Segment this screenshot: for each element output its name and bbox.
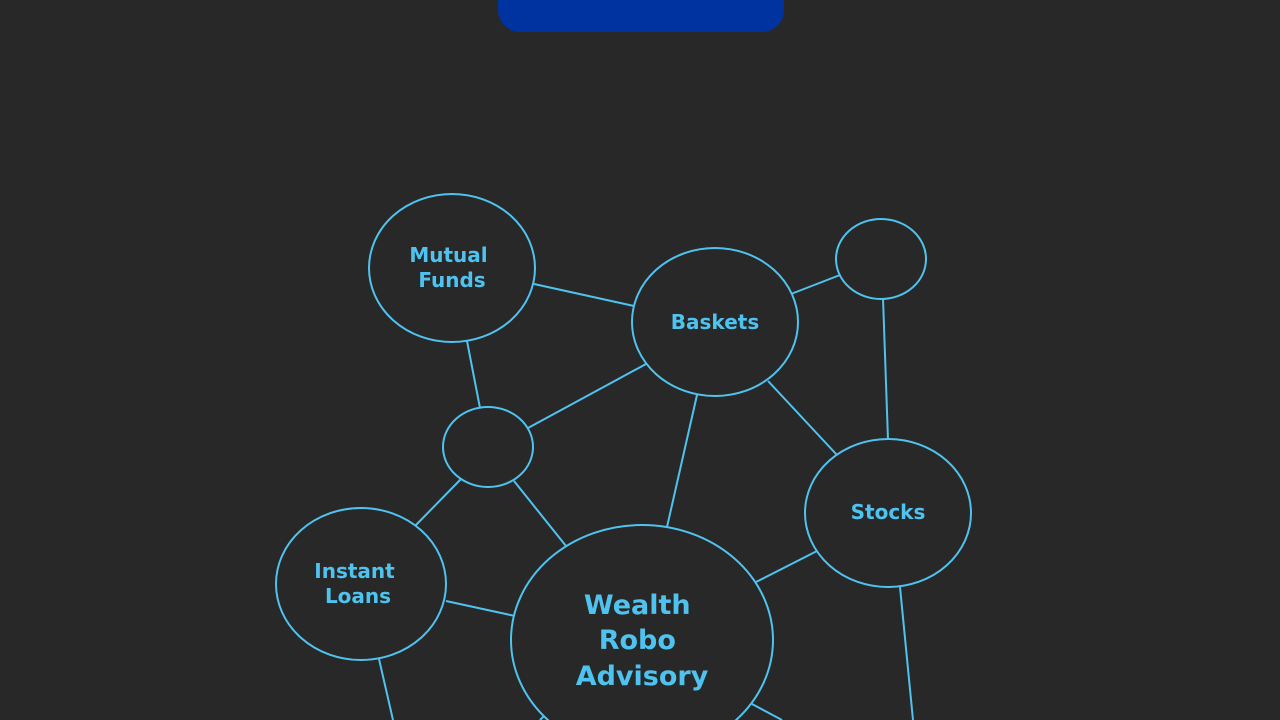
label-instant-loans-line-2: Loans (325, 584, 391, 608)
edge-wealth-down-right (751, 703, 783, 720)
node-middle-small[interactable] (442, 406, 534, 488)
labels: Mutual Funds Baskets Stocks Instant Loan… (314, 243, 925, 692)
label-baskets: Baskets (671, 310, 759, 334)
label-stocks: Stocks (851, 500, 926, 524)
top-tab[interactable] (498, 0, 784, 32)
edge-small-node-instant-loans (414, 478, 462, 527)
label-baskets-line-1: Baskets (671, 310, 759, 334)
label-instant-loans-line-1: Instant (314, 559, 395, 583)
label-wealth-line-1: Wealth (584, 590, 691, 621)
nodes (275, 193, 972, 720)
edge-baskets-stocks (767, 380, 838, 456)
edge-small-node-baskets (527, 363, 647, 429)
edges (378, 274, 914, 720)
edge-instant-loans-down (378, 658, 394, 720)
edge-small-node-wealth (513, 480, 567, 547)
label-wealth-line-3: Advisory (576, 661, 709, 692)
node-wealth-robo-advisory[interactable] (510, 524, 774, 720)
node-top-small[interactable] (835, 218, 927, 300)
label-wealth-robo-advisory: Wealth Robo Advisory (576, 590, 709, 692)
edge-mutual-funds-small-node (466, 340, 481, 409)
edge-mutual-funds-baskets (533, 283, 635, 307)
node-mutual-funds[interactable] (368, 193, 536, 343)
node-stocks[interactable] (804, 438, 972, 588)
label-wealth-line-2: Robo (599, 625, 676, 656)
edge-stocks-down (899, 586, 914, 720)
edge-baskets-wealth (666, 394, 698, 528)
edge-wealth-stocks (755, 550, 818, 583)
edge-instant-loans-wealth (445, 600, 516, 617)
edge-baskets-top-small-node (790, 274, 841, 295)
label-mutual-funds: Mutual Funds (409, 243, 494, 292)
label-stocks-line-1: Stocks (851, 500, 926, 524)
node-baskets[interactable] (631, 247, 799, 397)
label-instant-loans: Instant Loans (314, 559, 401, 608)
label-mutual-funds-line-1: Mutual (409, 243, 487, 267)
label-mutual-funds-line-2: Funds (418, 268, 485, 292)
edge-top-small-node-stocks (882, 297, 889, 441)
node-instant-loans[interactable] (275, 507, 447, 661)
